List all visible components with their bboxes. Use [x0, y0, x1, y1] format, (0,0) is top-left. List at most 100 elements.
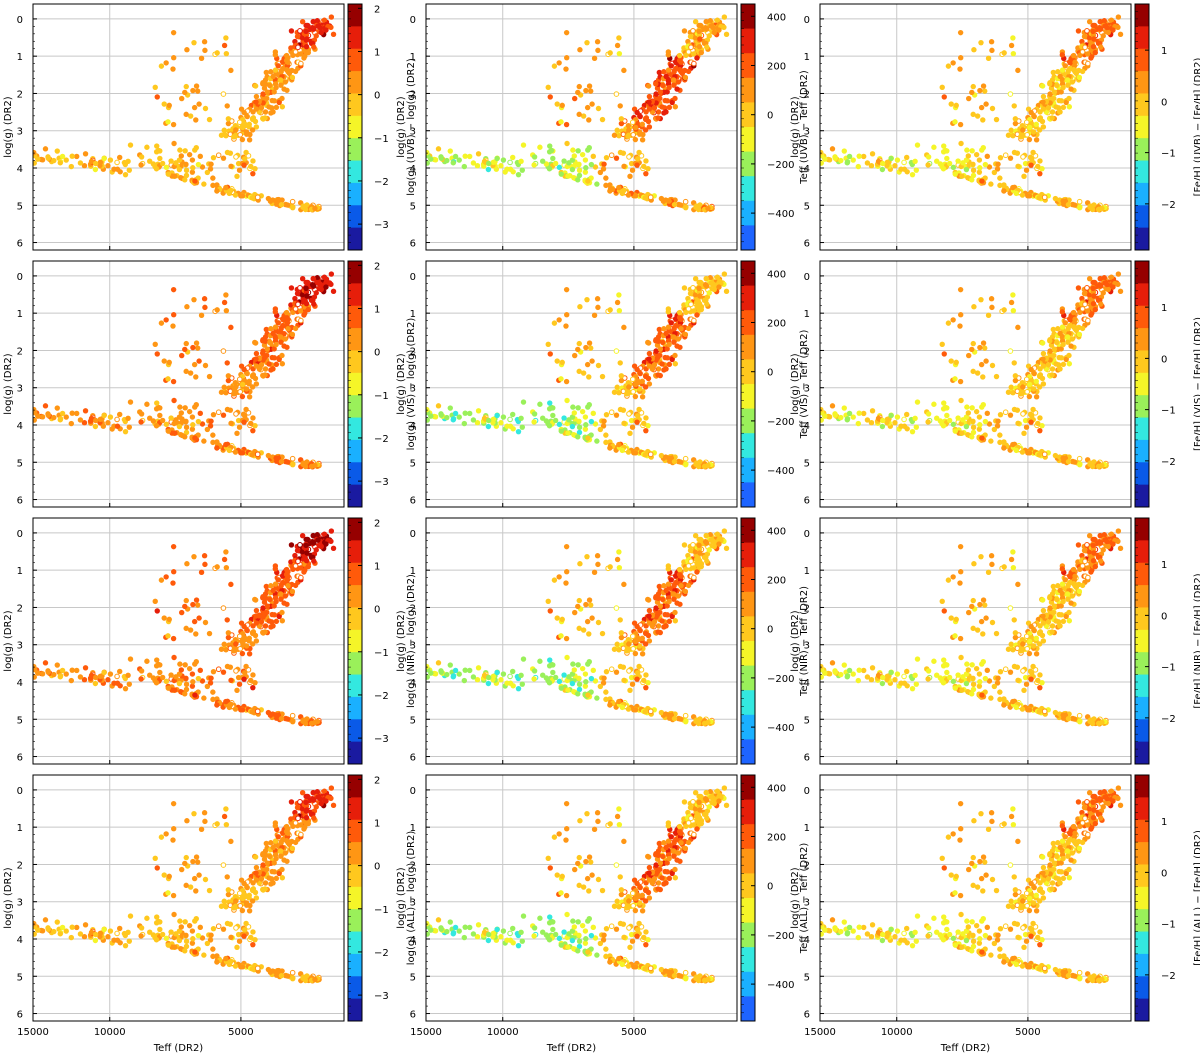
star-point: [626, 411, 632, 417]
star-point: [92, 160, 99, 167]
star-point: [559, 102, 565, 109]
y-tick-label: 2: [804, 346, 810, 357]
star-point: [1079, 49, 1086, 55]
star-point: [279, 104, 286, 110]
star-point: [543, 418, 550, 424]
star-point: [273, 341, 279, 348]
star-point: [220, 155, 227, 161]
star-point: [705, 205, 711, 212]
star-point: [614, 384, 620, 390]
star-point: [970, 418, 976, 424]
star-point: [1031, 370, 1037, 377]
star-point: [147, 415, 153, 421]
star-point: [664, 355, 671, 361]
star-point: [1028, 366, 1034, 373]
colorbar-tick-label: −1: [1161, 406, 1176, 417]
y-axis-label: log(g) (DR2): [3, 610, 14, 671]
star-point: [1040, 381, 1047, 387]
star-point: [1108, 274, 1115, 280]
star-point: [57, 160, 63, 166]
star-point: [153, 166, 160, 172]
star-point: [618, 377, 625, 384]
star-point: [239, 193, 246, 199]
star-point: [177, 404, 183, 410]
star-point: [986, 164, 993, 170]
star-point: [714, 274, 721, 280]
star-point: [659, 104, 665, 110]
star-point: [184, 47, 190, 53]
star-point: [1015, 324, 1021, 331]
star-point: [590, 410, 596, 417]
star-point: [285, 716, 291, 722]
star-point: [973, 408, 980, 415]
colorbar-frame: [1134, 260, 1150, 508]
star-point: [202, 362, 209, 369]
star-point: [214, 188, 220, 194]
star-point: [597, 169, 604, 176]
star-point: [223, 549, 229, 555]
star-point: [485, 166, 492, 173]
star-point: [292, 582, 299, 589]
star-point: [500, 671, 507, 677]
star-point: [290, 204, 296, 210]
star-point: [33, 663, 37, 670]
star-point: [691, 60, 697, 67]
star-point: [163, 164, 170, 171]
star-point: [278, 715, 285, 722]
y-tick-label: 2: [804, 89, 810, 100]
star-point: [1013, 190, 1020, 197]
star-point: [179, 609, 185, 616]
star-point: [183, 167, 190, 174]
star-point: [126, 681, 133, 687]
star-point: [646, 350, 653, 357]
star-point: [450, 417, 456, 423]
star-point: [1015, 163, 1021, 169]
star-point: [158, 577, 165, 583]
star-point: [196, 615, 202, 621]
star-point: [626, 127, 632, 133]
star-point: [183, 111, 189, 118]
star-point: [312, 205, 318, 212]
star-point: [304, 716, 310, 722]
star-point: [632, 393, 639, 400]
star-point: [666, 455, 672, 461]
star-point: [475, 151, 482, 157]
star-point: [664, 346, 670, 352]
star-point: [163, 60, 169, 66]
data-points: [426, 271, 730, 470]
star-point: [576, 161, 582, 167]
star-point: [1099, 205, 1105, 212]
star-point: [1039, 340, 1046, 346]
star-point: [249, 384, 256, 390]
star-point: [584, 296, 590, 303]
star-point: [613, 91, 620, 97]
star-point: [558, 119, 564, 125]
star-point: [985, 312, 992, 318]
star-point: [171, 397, 177, 404]
star-point: [165, 633, 171, 639]
star-point: [1082, 44, 1088, 51]
star-point: [656, 69, 663, 76]
star-point: [1097, 26, 1104, 32]
star-point: [278, 82, 284, 88]
star-point: [1091, 202, 1097, 208]
star-point: [236, 119, 243, 126]
star-point: [260, 348, 266, 354]
plot-frame: [425, 3, 738, 251]
star-point: [572, 609, 578, 616]
colorbar-segment: [1135, 205, 1149, 229]
star-point: [583, 87, 589, 94]
star-point: [253, 93, 260, 100]
star-point: [268, 69, 274, 75]
star-point: [74, 667, 80, 674]
star-point: [183, 681, 190, 688]
star-point: [242, 156, 248, 162]
star-point: [221, 42, 228, 49]
colorbar-segment: [1135, 26, 1149, 50]
star-point: [636, 406, 642, 413]
star-point: [875, 415, 882, 422]
star-point: [330, 545, 337, 552]
star-point: [51, 414, 57, 421]
star-point: [960, 417, 966, 423]
star-point: [879, 423, 886, 430]
